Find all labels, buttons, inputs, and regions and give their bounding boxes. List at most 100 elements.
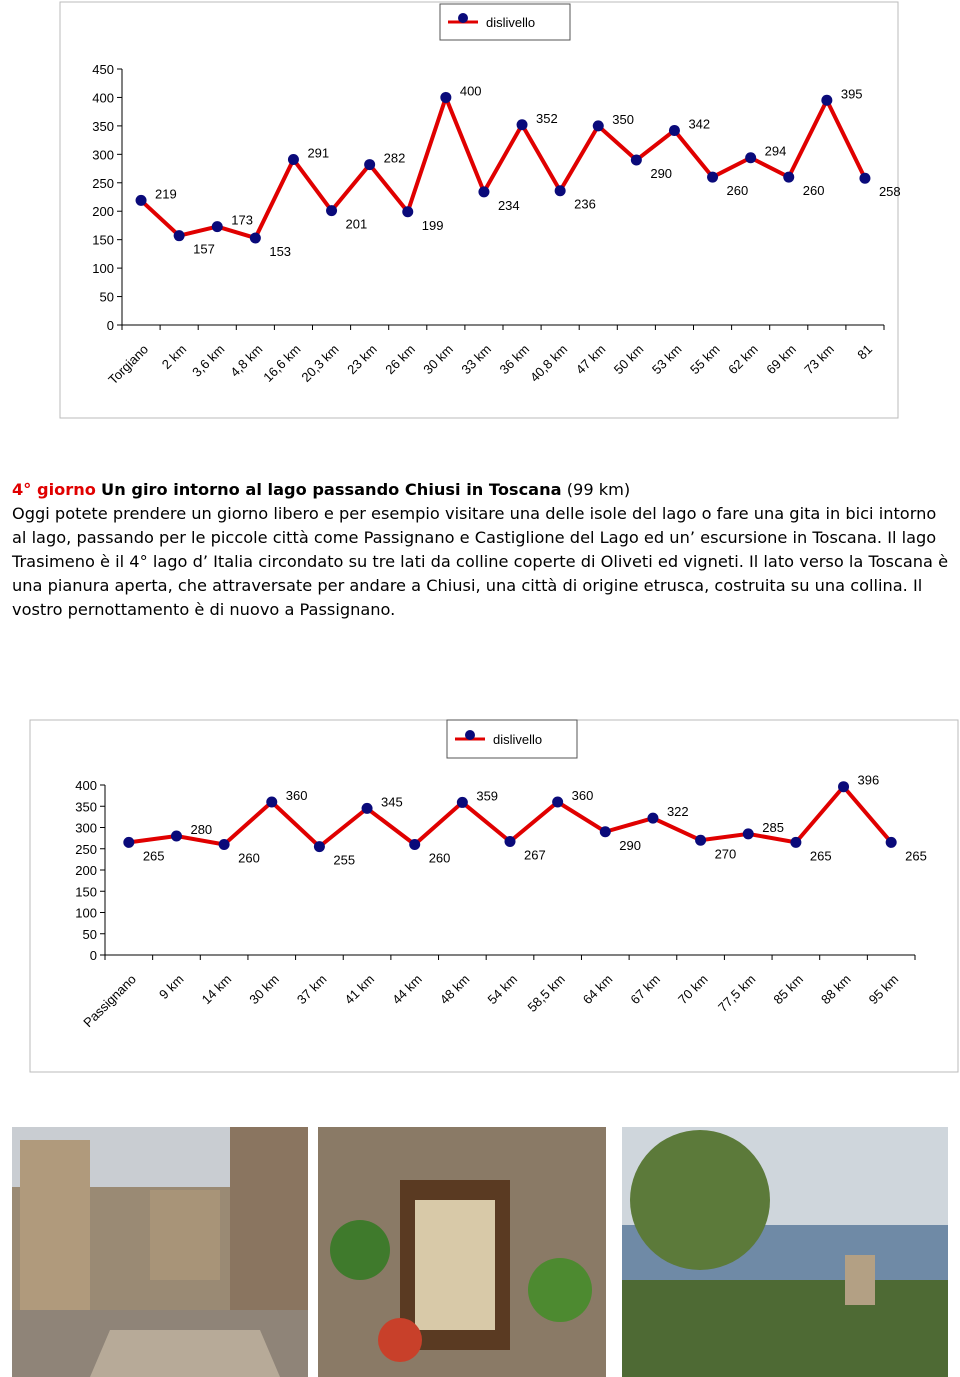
marker bbox=[707, 171, 719, 183]
marker bbox=[599, 826, 611, 838]
legend-label: dislivello bbox=[486, 15, 535, 30]
data-label: 201 bbox=[346, 217, 368, 232]
marker bbox=[361, 802, 373, 814]
data-label: 199 bbox=[422, 218, 444, 233]
data-label: 290 bbox=[650, 166, 672, 181]
marker bbox=[554, 185, 566, 197]
data-label: 360 bbox=[572, 788, 594, 803]
data-label: 265 bbox=[905, 848, 927, 863]
marker bbox=[885, 836, 897, 848]
y-tick-label: 150 bbox=[92, 233, 114, 248]
data-label: 260 bbox=[727, 183, 749, 198]
marker bbox=[859, 172, 871, 184]
y-tick-label: 100 bbox=[92, 261, 114, 276]
marker bbox=[592, 120, 604, 132]
chart-frame bbox=[59, 1, 899, 419]
marker bbox=[695, 834, 707, 846]
data-label: 291 bbox=[307, 145, 329, 160]
marker bbox=[783, 171, 795, 183]
y-tick-label: 200 bbox=[75, 863, 97, 878]
data-label: 342 bbox=[688, 116, 710, 131]
marker bbox=[313, 841, 325, 853]
y-tick-label: 0 bbox=[107, 318, 114, 333]
chart-frame bbox=[29, 719, 959, 1073]
y-tick-label: 300 bbox=[75, 821, 97, 836]
distance: (99 km) bbox=[566, 480, 631, 499]
y-tick-label: 400 bbox=[92, 90, 114, 105]
y-tick-label: 150 bbox=[75, 884, 97, 899]
data-label: 285 bbox=[762, 820, 784, 835]
data-label: 360 bbox=[286, 788, 308, 803]
data-label: 352 bbox=[536, 111, 558, 126]
marker bbox=[211, 221, 223, 233]
y-tick-label: 400 bbox=[75, 778, 97, 793]
data-label: 157 bbox=[193, 242, 215, 257]
marker bbox=[218, 839, 230, 850]
legend-label: dislivello bbox=[493, 732, 542, 747]
marker bbox=[790, 836, 802, 848]
chart: dislivello050100150200250300350400450Tor… bbox=[59, 1, 901, 419]
data-label: 260 bbox=[429, 851, 451, 866]
marker bbox=[552, 796, 564, 808]
y-tick-label: 450 bbox=[92, 62, 114, 77]
marker bbox=[249, 232, 261, 244]
marker bbox=[647, 812, 659, 824]
marker bbox=[266, 796, 278, 808]
data-label: 258 bbox=[879, 184, 901, 199]
data-label: 260 bbox=[803, 183, 825, 198]
day: 4° giorno bbox=[12, 480, 96, 499]
data-label: 294 bbox=[765, 144, 787, 159]
marker bbox=[742, 828, 754, 840]
photo-shop bbox=[318, 1127, 606, 1377]
data-label: 345 bbox=[381, 794, 403, 809]
marker bbox=[838, 781, 850, 793]
y-tick-label: 200 bbox=[92, 204, 114, 219]
data-label: 395 bbox=[841, 86, 863, 101]
marker bbox=[745, 152, 757, 164]
legend-marker bbox=[465, 730, 475, 740]
data-label: 350 bbox=[612, 112, 634, 127]
y-tick-label: 250 bbox=[92, 176, 114, 191]
marker bbox=[402, 206, 414, 218]
data-label: 359 bbox=[476, 788, 498, 803]
y-tick-label: 50 bbox=[100, 290, 114, 305]
marker bbox=[516, 119, 528, 131]
legend-marker bbox=[458, 13, 468, 23]
y-tick-label: 350 bbox=[92, 119, 114, 134]
marker bbox=[287, 153, 299, 165]
marker bbox=[173, 230, 185, 242]
data-label: 236 bbox=[574, 197, 596, 212]
data-label: 396 bbox=[858, 773, 880, 788]
text-block: 4° giorno Un giro intorno al lago passan… bbox=[12, 478, 952, 622]
data-label: 234 bbox=[498, 198, 520, 213]
data-label: 280 bbox=[190, 822, 212, 837]
data-label: 400 bbox=[460, 83, 482, 98]
y-tick-label: 250 bbox=[75, 842, 97, 857]
data-label: 173 bbox=[231, 213, 253, 228]
marker bbox=[478, 186, 490, 198]
y-tick-label: 0 bbox=[90, 948, 97, 963]
data-label: 260 bbox=[238, 851, 260, 866]
marker bbox=[123, 836, 135, 848]
marker bbox=[504, 836, 516, 848]
marker bbox=[170, 830, 182, 842]
marker bbox=[135, 194, 147, 206]
marker bbox=[409, 839, 421, 850]
y-tick-label: 350 bbox=[75, 799, 97, 814]
photo-lake bbox=[622, 1127, 948, 1377]
data-label: 290 bbox=[619, 838, 641, 853]
data-label: 219 bbox=[155, 186, 177, 201]
body: Oggi potete prendere un giorno libero e … bbox=[12, 504, 949, 619]
marker bbox=[821, 94, 833, 106]
data-label: 322 bbox=[667, 804, 689, 819]
data-label: 265 bbox=[810, 848, 832, 863]
data-label: 267 bbox=[524, 848, 546, 863]
marker bbox=[326, 205, 338, 217]
data-label: 255 bbox=[333, 853, 355, 868]
marker bbox=[364, 159, 376, 171]
y-tick-label: 300 bbox=[92, 147, 114, 162]
chart: dislivello050100150200250300350400Passig… bbox=[29, 719, 959, 1073]
data-label: 270 bbox=[715, 846, 737, 861]
